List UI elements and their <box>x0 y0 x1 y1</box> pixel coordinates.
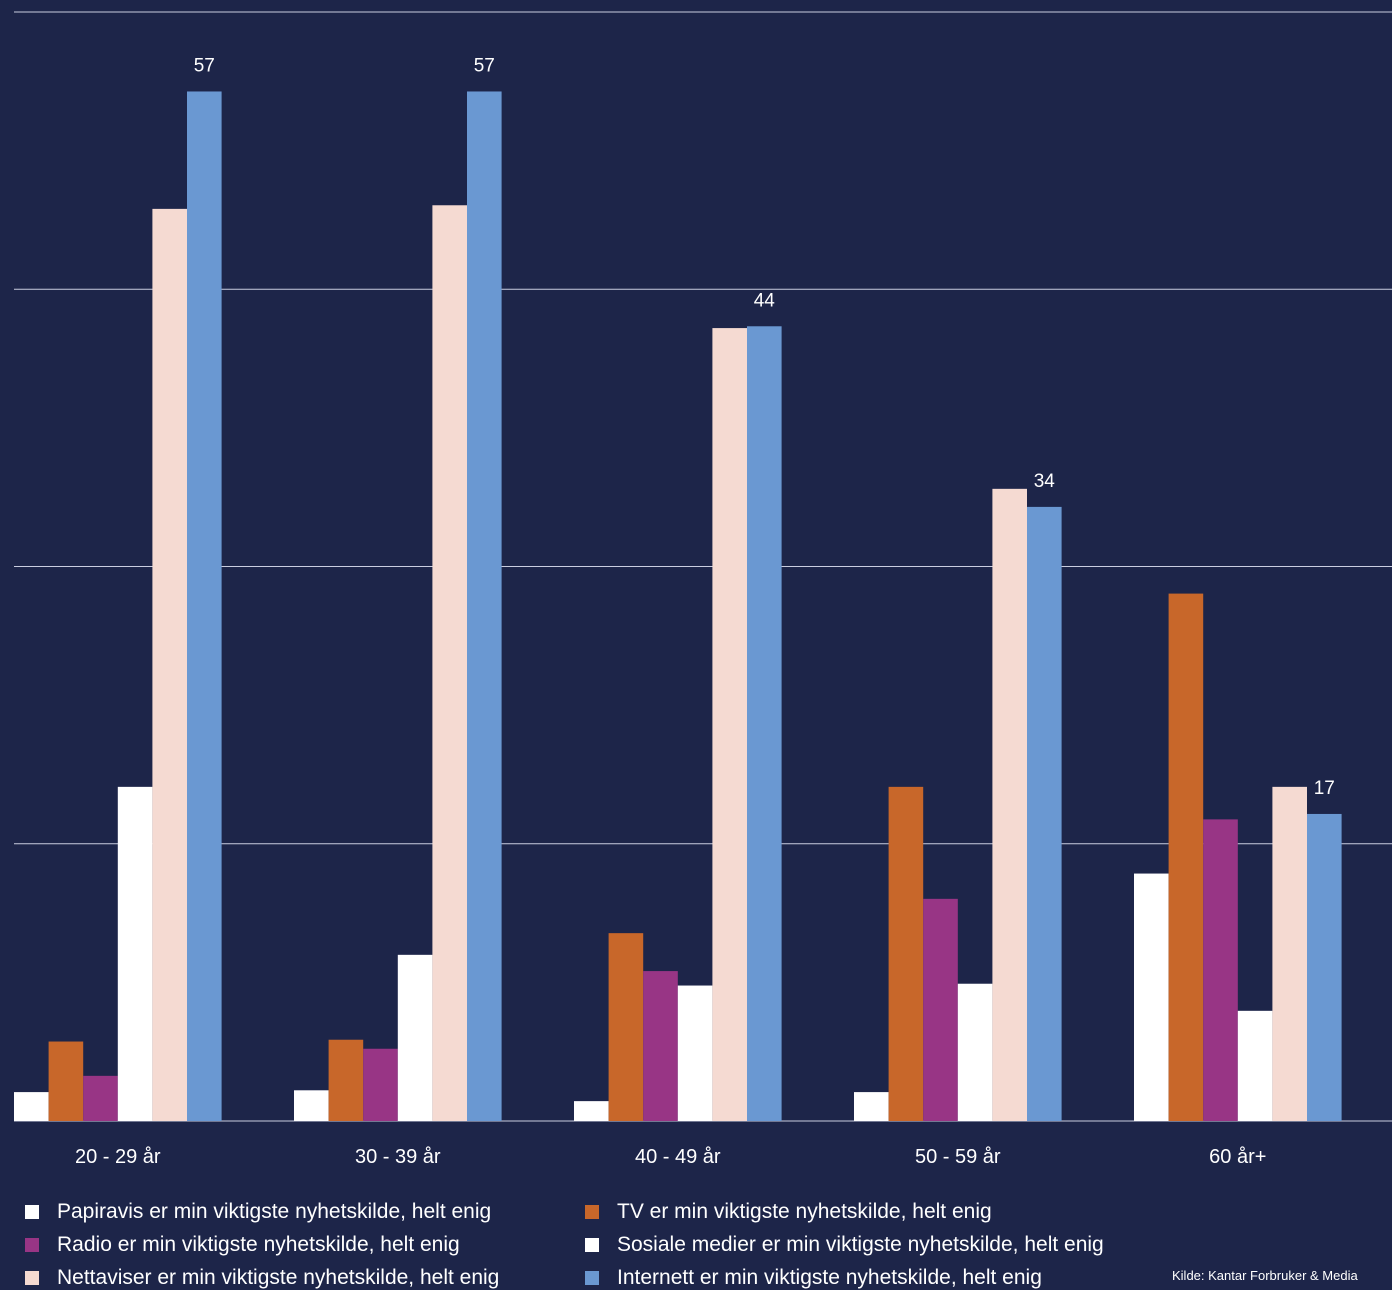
bar <box>643 971 678 1121</box>
x-tick-label: 30 - 39 år <box>355 1146 441 1168</box>
bar <box>1134 873 1169 1121</box>
bar <box>48 1041 84 1121</box>
bar <box>467 91 502 1122</box>
bar <box>888 786 924 1121</box>
bar <box>397 954 433 1121</box>
bar <box>854 1092 889 1121</box>
bar <box>1307 813 1342 1121</box>
data-label: 57 <box>474 55 495 76</box>
bar <box>1272 786 1307 1121</box>
bar <box>574 1101 609 1121</box>
bar <box>747 326 782 1122</box>
x-tick-label: 40 - 49 år <box>635 1146 721 1168</box>
bar <box>117 786 153 1121</box>
bar <box>1027 506 1062 1121</box>
x-tick-label: 50 - 59 år <box>915 1146 1001 1168</box>
bar <box>152 208 187 1122</box>
data-label: 17 <box>1314 778 1335 799</box>
bar <box>712 328 747 1121</box>
bar <box>923 898 958 1121</box>
bar <box>432 205 467 1122</box>
data-label: 34 <box>1034 471 1056 492</box>
bar <box>957 983 993 1121</box>
x-tick-label: 60 år+ <box>1209 1146 1266 1168</box>
bar <box>1203 819 1238 1121</box>
x-tick-label: 20 - 29 år <box>75 1146 161 1168</box>
bar <box>992 488 1027 1121</box>
data-label: 57 <box>194 55 215 76</box>
bar <box>294 1090 329 1121</box>
data-label: 44 <box>754 290 776 311</box>
bar <box>363 1048 398 1121</box>
bar <box>328 1039 364 1121</box>
bar <box>1168 593 1204 1121</box>
bar <box>677 985 713 1121</box>
bar <box>1237 1010 1273 1121</box>
bar <box>608 933 644 1121</box>
bar <box>187 91 222 1122</box>
bar <box>83 1075 118 1121</box>
bar <box>14 1092 49 1121</box>
